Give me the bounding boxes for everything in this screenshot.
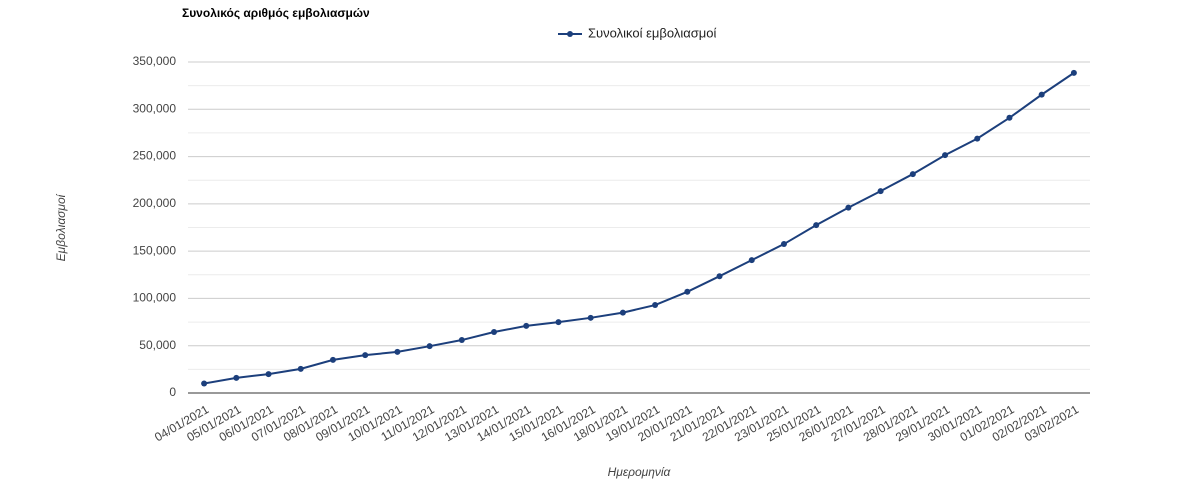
point <box>201 380 208 387</box>
point <box>942 152 949 159</box>
x-axis-label: Ημερομηνία <box>608 465 672 479</box>
y-tick-label: 250,000 <box>133 149 177 163</box>
point <box>555 319 562 326</box>
point <box>974 135 981 142</box>
y-tick-label: 350,000 <box>133 54 177 68</box>
point <box>523 322 530 329</box>
point <box>1006 114 1013 121</box>
point <box>909 171 916 178</box>
point <box>1038 91 1045 98</box>
point <box>877 188 884 195</box>
y-tick-label: 50,000 <box>139 338 176 352</box>
point <box>329 356 336 363</box>
legend-marker <box>567 31 573 37</box>
point <box>716 273 723 280</box>
y-tick-label: 0 <box>169 385 176 399</box>
point <box>587 314 594 321</box>
point <box>619 309 626 316</box>
point <box>297 365 304 372</box>
legend-label: Συνολικοί εμβολιασμοί <box>588 25 716 40</box>
point <box>845 204 852 211</box>
y-axis-label: Εμβολιασμοί <box>54 193 68 261</box>
point <box>362 352 369 359</box>
point <box>233 374 240 381</box>
y-tick-label: 100,000 <box>133 291 177 305</box>
point <box>491 329 498 336</box>
point <box>813 222 820 229</box>
point <box>652 302 659 309</box>
y-tick-label: 300,000 <box>133 101 177 115</box>
point <box>684 288 691 295</box>
y-tick-label: 200,000 <box>133 196 177 210</box>
chart-title: Συνολικός αριθμός εμβολιασμών <box>182 6 370 20</box>
point <box>458 337 465 344</box>
point <box>394 348 401 355</box>
line <box>203 72 1075 385</box>
point <box>265 371 272 378</box>
point <box>748 257 755 264</box>
point <box>780 241 787 248</box>
point <box>426 343 433 350</box>
point <box>1070 69 1077 76</box>
y-tick-label: 150,000 <box>133 243 177 257</box>
